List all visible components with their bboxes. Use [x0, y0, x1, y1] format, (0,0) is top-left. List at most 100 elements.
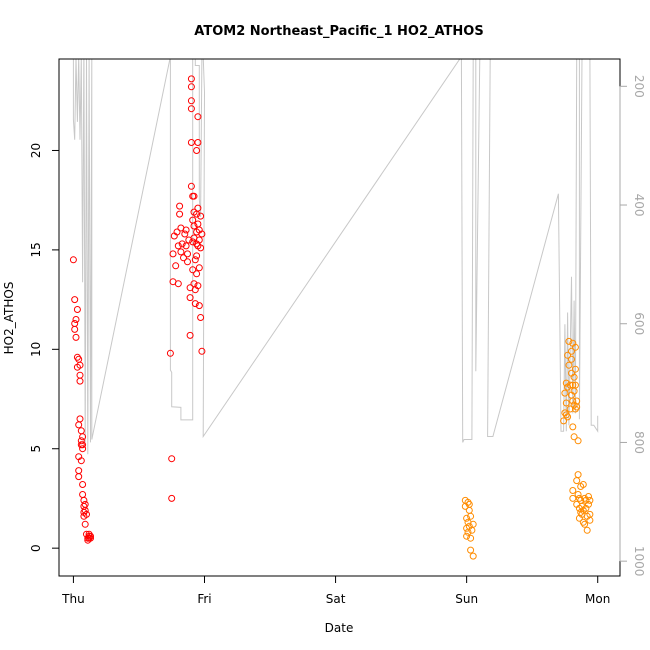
- data-point-series-1: [187, 105, 195, 113]
- data-point-series-2: [562, 411, 570, 419]
- data-point-series-1: [189, 238, 197, 246]
- data-point-series-1: [81, 500, 89, 508]
- data-point-series-1: [71, 320, 79, 327]
- data-point-series-2: [571, 381, 579, 389]
- y-tick-label: 15: [29, 242, 43, 257]
- data-point-series-2: [571, 405, 579, 413]
- data-point-series-1: [194, 282, 202, 290]
- data-point-series-2: [469, 520, 477, 528]
- y-tick-label: 20: [29, 143, 43, 158]
- data-point-series-1: [76, 361, 84, 369]
- data-point-series-1: [197, 212, 205, 220]
- data-point-series-1: [75, 467, 83, 475]
- data-point-series-1: [197, 314, 205, 321]
- data-point-series-1: [198, 230, 206, 238]
- data-point-series-1: [195, 302, 203, 310]
- data-point-series-1: [190, 192, 198, 200]
- data-point-series-1: [69, 256, 77, 264]
- data-point-series-1: [168, 494, 176, 502]
- data-point-series-2: [562, 399, 570, 407]
- data-point-series-1: [187, 139, 195, 146]
- data-point-series-1: [71, 325, 79, 333]
- data-point-series-2: [578, 502, 586, 510]
- data-point-series-2: [467, 512, 475, 520]
- data-point-series-1: [187, 75, 195, 83]
- data-point-series-2: [571, 365, 579, 373]
- data-point-series-1: [75, 473, 83, 481]
- data-point-series-2: [571, 343, 579, 351]
- data-point-series-1: [77, 437, 85, 445]
- secondary-series-line: [72, 59, 599, 455]
- data-point-series-2: [569, 423, 577, 431]
- data-point-series-1: [178, 240, 186, 248]
- data-point-series-1: [184, 258, 191, 266]
- data-point-series-1: [81, 506, 89, 514]
- data-point-series-2: [574, 471, 582, 479]
- data-point-series-1: [87, 534, 94, 542]
- data-point-series-1: [197, 244, 205, 252]
- y2-tick-label: 200: [632, 75, 646, 98]
- data-point-series-1: [176, 210, 184, 218]
- data-point-series-1: [75, 355, 83, 363]
- data-point-series-2: [575, 494, 583, 502]
- data-point-series-1: [174, 242, 182, 250]
- data-point-series-1: [83, 510, 90, 518]
- x-tick-label: Sat: [326, 592, 346, 606]
- data-point-series-2: [566, 405, 574, 413]
- data-point-series-1: [79, 491, 87, 498]
- data-point-series-2: [574, 491, 582, 498]
- data-point-series-1: [79, 445, 87, 453]
- data-point-series-1: [187, 182, 195, 190]
- data-point-series-1: [169, 250, 177, 258]
- data-point-series-2: [569, 487, 577, 494]
- data-point-series-1: [186, 294, 194, 302]
- data-point-series-1: [184, 250, 191, 258]
- data-point-series-2: [568, 355, 575, 363]
- y-axis: 0 5 10 15 20: [29, 143, 60, 552]
- data-point-series-1: [73, 353, 81, 361]
- data-point-series-2: [467, 546, 475, 554]
- y2-tick-label: 800: [632, 431, 646, 454]
- data-point-series-2: [586, 516, 594, 524]
- data-point-series-1: [71, 296, 79, 304]
- data-point-series-1: [181, 230, 189, 238]
- data-point-series-2: [565, 361, 573, 369]
- data-point-series-1: [194, 113, 202, 121]
- data-point-series-2: [585, 493, 592, 500]
- data-point-series-1: [80, 496, 88, 504]
- y-tick-label: 10: [29, 342, 43, 357]
- data-point-series-2: [574, 437, 582, 445]
- data-point-series-1: [87, 532, 94, 540]
- x-axis: Thu Fri Sat Sun Mon: [61, 575, 610, 606]
- data-point-series-1: [180, 254, 187, 262]
- data-point-series-1: [193, 270, 201, 278]
- y2-tick-label: 1000: [632, 546, 646, 577]
- data-point-series-1: [77, 427, 85, 435]
- data-point-series-2: [463, 532, 471, 540]
- data-point-series-1: [177, 248, 185, 256]
- x-tick-label: Fri: [197, 592, 211, 606]
- data-point-series-1: [77, 457, 85, 465]
- data-point-series-1: [75, 421, 83, 429]
- x-axis-label: Date: [325, 621, 354, 635]
- data-point-series-1: [182, 226, 190, 234]
- data-point-series-1: [193, 252, 201, 260]
- data-point-series-1: [81, 520, 89, 528]
- x-tick-label: Mon: [585, 592, 610, 606]
- data-point-series-2: [561, 389, 569, 397]
- data-point-series-1: [193, 147, 201, 154]
- data-point-series-2: [568, 347, 575, 355]
- points-layer: [69, 75, 594, 560]
- plot-box: [58, 58, 621, 577]
- data-point-series-1: [166, 349, 174, 357]
- data-point-series-1: [194, 204, 202, 212]
- data-point-series-1: [182, 242, 190, 250]
- data-point-series-2: [564, 413, 572, 421]
- data-point-series-2: [585, 500, 592, 508]
- data-point-series-2: [583, 526, 591, 534]
- data-point-series-1: [85, 530, 93, 538]
- data-point-series-1: [189, 266, 197, 274]
- x-tick-label: Sun: [455, 592, 478, 606]
- data-point-series-1: [76, 377, 84, 385]
